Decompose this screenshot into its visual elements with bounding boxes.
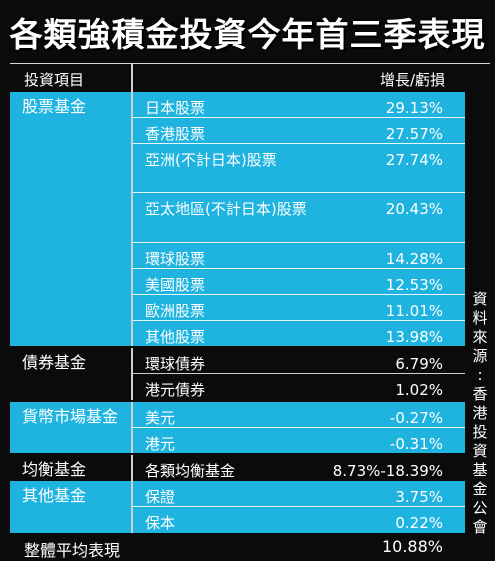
fund-value: 20.43% (385, 200, 443, 218)
fund-name: 歐洲股票 (145, 302, 206, 320)
row-divider (133, 268, 465, 269)
table-row: 環球股票 14.28% (133, 243, 465, 268)
group-equity-funds: 股票基金 日本股票 29.13% 香港股票 27.57% 亞洲(不計日本)股票 … (10, 92, 465, 346)
fund-name: 亞太地區(不計日本)股票 (145, 200, 307, 218)
source-char: 料 (472, 309, 488, 327)
source-char: 資 (472, 290, 488, 308)
source-char: 會 (472, 518, 488, 536)
page-title: 各類強積金投資今年首三季表現 (9, 14, 486, 54)
group-other-funds: 其他基金 保證 3.75% 保本 0.22% (10, 481, 465, 533)
row-divider (133, 320, 465, 321)
fund-value: 13.98% (385, 328, 443, 346)
fund-value: 27.57% (385, 125, 443, 143)
fund-value: -0.27% (389, 409, 443, 427)
group-category: 債券基金 (22, 353, 87, 372)
source-char: 源 (472, 347, 488, 365)
source-char: 來 (472, 328, 488, 346)
table-row: 日本股票 29.13% (133, 92, 465, 117)
row-divider (133, 506, 465, 507)
source-char: 港 (472, 404, 488, 422)
source-char: 投 (472, 423, 488, 441)
row-divider (133, 117, 465, 118)
source-char: 香 (472, 385, 488, 403)
fund-value: 0.22% (395, 514, 443, 532)
row-divider (133, 373, 465, 374)
row-divider (133, 143, 465, 144)
table-row: 其他股票 13.98% (133, 321, 465, 346)
fund-name: 環球債券 (145, 355, 206, 373)
fund-name: 美國股票 (145, 276, 206, 294)
group-category: 其他基金 (22, 486, 87, 505)
fund-name: 保本 (145, 514, 176, 532)
source-char: 公 (472, 499, 488, 517)
row-divider (133, 427, 465, 428)
row-divider (133, 242, 465, 243)
column-divider (131, 455, 133, 481)
fund-value: 27.74% (385, 151, 443, 169)
fund-name: 亞洲(不計日本)股票 (145, 151, 277, 169)
fund-value: 8.73%-18.39% (332, 462, 443, 480)
overall-average-label: 整體平均表現 (24, 541, 121, 560)
fund-name: 港元 (145, 435, 176, 453)
table-row: 亞太地區(不計日本)股票 20.43% (133, 193, 465, 242)
group-category: 股票基金 (22, 97, 87, 116)
table-row: 港元債券 1.02% (133, 374, 465, 399)
overall-average-row: 整體平均表現 10.88% (10, 533, 465, 560)
table-row: 歐洲股票 11.01% (133, 295, 465, 320)
header-category: 投資項目 (24, 71, 85, 89)
source-char: 金 (472, 480, 488, 498)
row-divider (133, 294, 465, 295)
table-row: 各類均衡基金 8.73%-18.39% (133, 455, 465, 480)
table-row: 環球債券 6.79% (133, 348, 465, 373)
fund-name: 各類均衡基金 (145, 462, 236, 480)
fund-name: 保證 (145, 488, 176, 506)
row-divider (133, 192, 465, 193)
column-divider (131, 481, 133, 533)
group-category: 均衡基金 (22, 460, 87, 479)
fund-value: 29.13% (385, 99, 443, 117)
table-row: 保本 0.22% (133, 507, 465, 532)
column-divider (131, 92, 133, 346)
fund-value: 12.53% (385, 276, 443, 294)
overall-average-value: 10.88% (381, 537, 443, 556)
column-divider (131, 348, 133, 400)
fund-name: 美元 (145, 409, 176, 427)
fund-name: 日本股票 (145, 99, 206, 117)
fund-value: -0.31% (389, 435, 443, 453)
fund-value: 11.01% (385, 302, 443, 320)
table-row: 香港股票 27.57% (133, 118, 465, 143)
source-note: 資料來源:香港投資基金公會 (467, 290, 493, 537)
fund-name: 港元債券 (145, 381, 206, 399)
fund-name: 香港股票 (145, 125, 206, 143)
source-char: 基 (472, 461, 488, 479)
title-divider (10, 63, 490, 64)
table-row: 美元 -0.27% (133, 402, 465, 427)
header-divider (131, 64, 133, 92)
group-category: 貨幣市場基金 (22, 407, 119, 426)
source-char: : (477, 366, 483, 384)
table-row: 港元 -0.31% (133, 428, 465, 453)
table-row: 保證 3.75% (133, 481, 465, 506)
title-bar: 各類強積金投資今年首三季表現 (0, 0, 495, 63)
table-header: 投資項目 增長/虧損 (10, 64, 465, 92)
fund-value: 6.79% (395, 355, 443, 373)
table-row: 亞洲(不計日本)股票 27.74% (133, 144, 465, 192)
group-bond-funds: 債券基金 環球債券 6.79% 港元債券 1.02% (10, 348, 465, 400)
group-balanced-funds: 均衡基金 各類均衡基金 8.73%-18.39% (10, 455, 465, 481)
table-row: 美國股票 12.53% (133, 269, 465, 294)
header-value: 增長/虧損 (379, 71, 445, 89)
source-char: 資 (472, 442, 488, 460)
fund-value: 14.28% (385, 250, 443, 268)
fund-value: 3.75% (395, 488, 443, 506)
fund-name: 環球股票 (145, 250, 206, 268)
fund-name: 其他股票 (145, 328, 206, 346)
group-money-market-funds: 貨幣市場基金 美元 -0.27% 港元 -0.31% (10, 402, 465, 453)
fund-value: 1.02% (395, 381, 443, 399)
column-divider (131, 402, 133, 453)
